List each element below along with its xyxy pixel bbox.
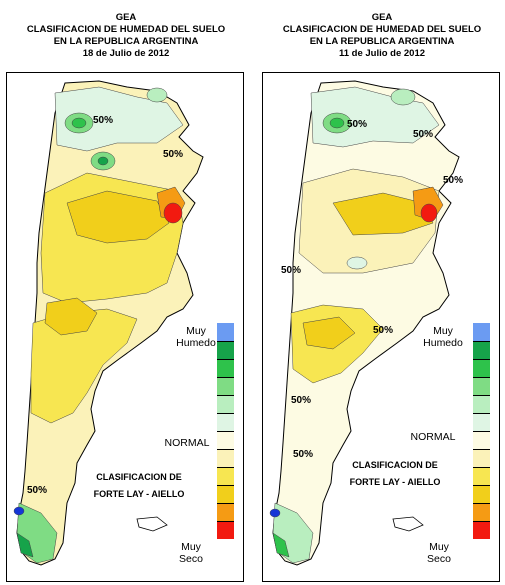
legend-swatch [217,503,234,521]
panel-header: GEA CLASIFICACION DE HUMEDAD DEL SUELO E… [262,12,502,60]
legend-swatch [217,359,234,377]
legend-label-normal: NORMAL [410,431,456,443]
panel-header: GEA CLASIFICACION DE HUMEDAD DEL SUELO E… [6,12,246,60]
legend-label-muy-humedo: Muy Humedo [171,325,221,349]
legend-swatch [473,413,490,431]
humid-north [54,86,184,152]
title-line-2: EN LA REPUBLICA ARGENTINA [309,36,455,47]
humid-core-2b [97,156,109,166]
legend-swatch [217,485,234,503]
legend-swatch [473,521,490,539]
legend-swatch [217,377,234,395]
map-date: 11 de Julio de 2012 [338,48,426,59]
classification-label: CLASIFICACION DE FORTE LAY - AIELLO [89,469,189,503]
classification-line-2: FORTE LAY - AIELLO [349,477,441,487]
contour-label: 50% [413,129,433,140]
color-legend [217,323,234,539]
very-dry-patch [66,190,170,244]
legend-label-muy-humedo: Muy Humedo [413,325,473,349]
legend-swatch [473,431,490,449]
legend-swatch [217,467,234,485]
contour-label: 50% [93,115,113,126]
extreme-dry-spot [163,202,183,224]
legend-swatch [217,521,234,539]
legend-bottom-line2: Seco [427,553,451,565]
map-panel-18-julio: GEA CLASIFICACION DE HUMEDAD DEL SUELO E… [6,0,246,585]
legend-swatch [217,431,234,449]
very-dry-patch [332,192,434,236]
legend-swatch [217,449,234,467]
humid-central [346,256,368,270]
map-frame: 50% 50% 50% 50% 50% 50% 50% Muy Humedo N… [262,72,500,582]
org-label: GEA [371,12,393,23]
legend-swatch [473,485,490,503]
contour-label: 50% [347,119,367,130]
org-label: GEA [115,12,137,23]
legend-swatch [217,341,234,359]
title-line-1: CLASIFICACION DE HUMEDAD DEL SUELO [282,24,482,35]
map-frame: 50% 50% 50% Muy Humedo NORMAL Muy Seco C… [6,72,244,582]
legend-swatch [473,395,490,413]
legend-top-line1: Muy [186,325,206,337]
contour-label: 50% [293,449,313,460]
legend-label-normal: NORMAL [164,437,210,449]
title-line-1: CLASIFICACION DE HUMEDAD DEL SUELO [26,24,226,35]
very-humid-south [16,532,34,558]
legend-top-line2: Humedo [423,337,463,349]
classification-line-2: FORTE LAY - AIELLO [93,489,185,499]
legend-top-line2: Humedo [176,337,216,349]
classification-line-1: CLASIFICACION DE [352,460,438,470]
extreme-dry-spot [420,203,438,223]
legend-swatch [473,449,490,467]
very-humid-south [272,532,290,558]
extreme-humid-spot [269,508,281,518]
legend-label-muy-seco: Muy Seco [171,541,211,565]
tierra-del-fuego [392,516,424,532]
legend-swatch [217,413,234,431]
contour-label: 50% [373,325,393,336]
legend-bottom-line1: Muy [429,541,449,553]
legend-swatch [473,359,490,377]
classification-label: CLASIFICACION DE FORTE LAY - AIELLO [345,457,445,491]
tierra-del-fuego [136,516,168,532]
legend-swatch [473,467,490,485]
legend-swatch [473,341,490,359]
humid-ne [146,87,168,103]
legend-swatch [217,323,234,341]
dry-patch-2 [44,297,98,336]
legend-top-line1: Muy [433,325,453,337]
legend-swatch [473,323,490,341]
dry-region-south [30,308,138,424]
extreme-humid-spot [13,506,25,516]
legend-swatch [473,503,490,521]
color-legend [473,323,490,539]
map-date: 18 de Julio de 2012 [82,48,170,59]
contour-label: 50% [443,175,463,186]
legend-swatch [217,395,234,413]
contour-label: 50% [27,485,47,496]
map-panel-11-julio: GEA CLASIFICACION DE HUMEDAD DEL SUELO E… [262,0,502,585]
legend-swatch [473,377,490,395]
argentina-soil-moisture-map: 50% 50% 50% 50% 50% 50% 50% [269,80,463,566]
classification-line-1: CLASIFICACION DE [96,472,182,482]
contour-label: 50% [163,149,183,160]
legend-bottom-line1: Muy [181,541,201,553]
contour-label: 50% [291,395,311,406]
humid-core-1b [329,117,345,129]
legend-label-muy-seco: Muy Seco [419,541,459,565]
dry-patch-2 [302,316,356,350]
contour-label: 50% [281,265,301,276]
humid-ne [390,88,416,106]
argentina-soil-moisture-map: 50% 50% 50% [13,80,204,566]
title-line-2: EN LA REPUBLICA ARGENTINA [53,36,199,47]
legend-bottom-line2: Seco [179,553,203,565]
humid-core-1b [71,117,87,129]
